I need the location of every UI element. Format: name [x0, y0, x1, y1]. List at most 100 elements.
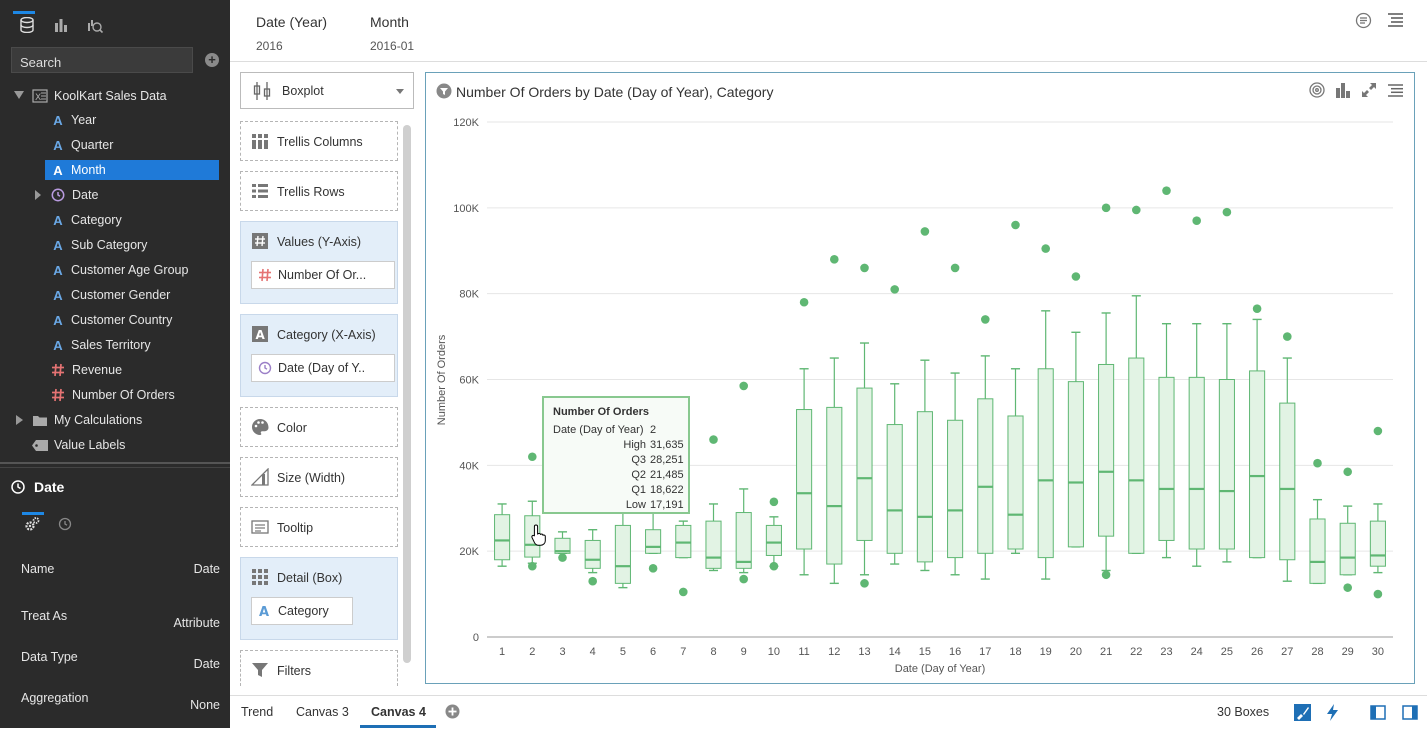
outlier-point[interactable] — [1071, 272, 1081, 281]
box[interactable] — [1037, 368, 1054, 559]
tree-item-customer-country[interactable]: A Customer Country — [45, 310, 172, 330]
expand-toggle[interactable] — [35, 190, 41, 200]
lightning-icon[interactable] — [1326, 704, 1340, 721]
outlier-point[interactable] — [648, 564, 658, 573]
outlier-point[interactable] — [739, 574, 748, 584]
box[interactable] — [705, 520, 722, 569]
box[interactable] — [977, 398, 994, 554]
outlier-point[interactable] — [890, 285, 899, 294]
tree-item-revenue[interactable]: Revenue — [45, 360, 122, 380]
outlier-point[interactable] — [528, 452, 537, 462]
outlier-point[interactable] — [950, 263, 960, 273]
box[interactable] — [1128, 357, 1145, 554]
box[interactable] — [1007, 415, 1024, 550]
analytics-tab[interactable] — [78, 8, 112, 42]
box[interactable] — [856, 387, 873, 541]
box[interactable] — [1067, 381, 1084, 548]
outlier-point[interactable] — [830, 255, 839, 264]
values-y-axis-dropzone[interactable]: Values (Y-Axis) Number Of Or... — [240, 221, 398, 304]
box[interactable] — [584, 539, 601, 569]
my-calculations-toggle[interactable] — [16, 415, 23, 425]
outlier-point[interactable] — [709, 435, 718, 444]
box[interactable] — [1188, 376, 1205, 550]
bar-chart-icon[interactable] — [1335, 82, 1351, 98]
tree-item-month[interactable]: A Month — [45, 160, 219, 180]
outlier-point[interactable] — [1252, 304, 1262, 313]
canvas-tab-trend[interactable]: Trend — [241, 705, 274, 719]
box[interactable] — [796, 409, 813, 550]
box[interactable] — [614, 524, 631, 584]
size-dropzone[interactable]: Size (Width) — [240, 457, 398, 497]
add-data-icon[interactable]: + — [205, 53, 219, 67]
outlier-point[interactable] — [1343, 467, 1352, 477]
box[interactable] — [916, 411, 933, 563]
outlier-point[interactable] — [588, 576, 597, 586]
box[interactable] — [735, 512, 752, 569]
maximize-icon[interactable] — [1361, 82, 1377, 98]
trellis-columns-dropzone[interactable]: Trellis Columns — [240, 121, 398, 161]
box[interactable] — [765, 524, 782, 556]
outlier-point[interactable] — [1313, 458, 1322, 468]
outlier-point[interactable] — [1101, 203, 1111, 213]
tree-item-category[interactable]: A Category — [45, 210, 121, 230]
panel-divider[interactable] — [0, 462, 230, 464]
my-calculations[interactable]: My Calculations — [32, 410, 142, 430]
tree-root-toggle[interactable] — [14, 91, 24, 99]
visualizations-tab[interactable] — [44, 8, 78, 42]
box[interactable] — [826, 406, 843, 565]
box[interactable] — [1309, 518, 1326, 584]
outlier-point[interactable] — [860, 579, 869, 588]
outlier-point[interactable] — [1011, 220, 1020, 230]
search-input[interactable]: Search — [11, 47, 193, 73]
date-day-of-year-pill[interactable]: Date (Day of Y.. — [251, 354, 395, 382]
menu-icon[interactable] — [1388, 84, 1403, 97]
outlier-point[interactable] — [739, 381, 748, 391]
outlier-point[interactable] — [981, 315, 990, 324]
color-dropzone[interactable]: Color — [240, 407, 398, 447]
property-data-type[interactable]: Data Type Date — [0, 650, 230, 690]
outlier-point[interactable] — [769, 561, 779, 571]
outlier-point[interactable] — [1373, 589, 1383, 599]
tree-item-date[interactable]: Date — [45, 185, 98, 205]
outlier-point[interactable] — [1041, 244, 1050, 253]
tree-item-customer-gender[interactable]: A Customer Gender — [45, 285, 170, 305]
boxplot-chart[interactable]: 0 20K 40K 60K 80K 100K 120K Number Of Orders Dat… — [426, 100, 1414, 682]
outlier-point[interactable] — [769, 497, 779, 507]
box[interactable] — [645, 529, 662, 554]
brush-icon[interactable] — [1294, 704, 1311, 721]
narrate-icon[interactable] — [1355, 12, 1372, 29]
outlier-point[interactable] — [528, 561, 537, 571]
value-labels[interactable]: Value Labels — [32, 435, 125, 455]
tree-item-number-of-orders[interactable]: Number Of Orders — [45, 385, 175, 405]
canvas-tab-canvas-4[interactable]: Canvas 4 — [371, 705, 426, 719]
dataset-root[interactable]: X KoolKart Sales Data — [32, 86, 167, 106]
tree-item-sales-territory[interactable]: A Sales Territory — [45, 335, 150, 355]
box[interactable] — [947, 419, 964, 559]
outlier-point[interactable] — [799, 297, 809, 307]
target-icon[interactable] — [1309, 82, 1325, 98]
box[interactable] — [1218, 379, 1235, 550]
box[interactable] — [886, 424, 903, 554]
property-treat-as[interactable]: Treat As Attribute — [0, 609, 230, 649]
outlier-point[interactable] — [860, 263, 869, 273]
outlier-point[interactable] — [1192, 216, 1201, 226]
tree-item-sub-category[interactable]: A Sub Category — [45, 235, 147, 255]
outlier-point[interactable] — [1283, 332, 1292, 341]
box[interactable] — [494, 514, 511, 561]
box[interactable] — [1098, 363, 1115, 537]
date-properties-tab[interactable] — [53, 512, 77, 536]
detail-box-dropzone[interactable]: Detail (Box) A Category — [240, 557, 398, 640]
general-properties-tab[interactable] — [20, 512, 44, 536]
box[interactable] — [1369, 520, 1386, 567]
canvas-tab-canvas-3[interactable]: Canvas 3 — [296, 705, 349, 719]
property-name[interactable]: Name Date — [0, 562, 230, 602]
outlier-point[interactable] — [1132, 205, 1141, 215]
viz-type-select[interactable]: Boxplot — [240, 72, 414, 109]
outlier-point[interactable] — [679, 587, 688, 597]
property-aggregation[interactable]: Aggregation None — [0, 691, 230, 731]
outlier-point[interactable] — [1343, 583, 1352, 592]
menu-icon[interactable] — [1388, 13, 1403, 27]
grammar-scrollbar[interactable] — [403, 125, 411, 663]
outlier-point[interactable] — [1162, 186, 1171, 195]
tree-item-year[interactable]: A Year — [45, 110, 96, 130]
